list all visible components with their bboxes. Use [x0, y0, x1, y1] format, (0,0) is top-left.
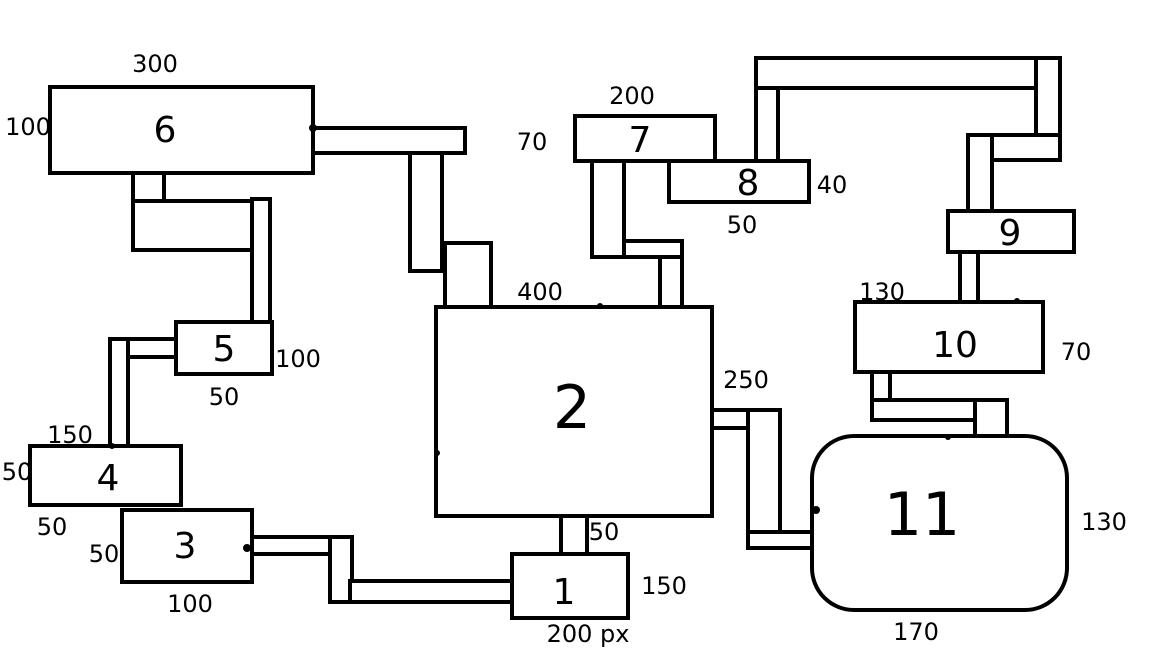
box-4	[28, 444, 183, 507]
dim-b8-width: 50	[727, 211, 758, 239]
box-10-label: 10	[932, 325, 978, 366]
pipe-6-5-stub	[131, 171, 166, 203]
pipe-10-11-drop	[973, 398, 1009, 440]
box-6-label: 6	[154, 110, 177, 151]
box-7-label: 7	[629, 120, 652, 161]
joint-dot	[109, 443, 115, 449]
dim-b6-height: 100	[5, 113, 51, 141]
joint-dot	[1014, 298, 1020, 304]
joint-dot	[597, 303, 603, 309]
dim-b2-right: 250	[723, 366, 769, 394]
boxes	[28, 85, 1076, 620]
pipe-5-4-vertical	[108, 337, 130, 448]
pipe-3-1-vertical	[328, 535, 354, 604]
pipe-9-10-vertical	[958, 250, 980, 304]
dim-b6-width: 300	[132, 50, 178, 78]
box-1-label: 1	[553, 572, 576, 613]
dim-b1-top: 50	[589, 518, 620, 546]
box-4-label: 4	[97, 458, 120, 499]
pipe-3-1-horizontal	[250, 535, 334, 556]
joints	[109, 124, 1020, 552]
dim-b7-width: 200	[609, 82, 655, 110]
dimension-labels: 300 100 200 70 50 40 50 100 150 50 50 50…	[2, 50, 1127, 648]
dim-b2-width: 400	[517, 278, 563, 306]
box-11	[810, 434, 1069, 612]
dim-b11-height: 130	[1081, 508, 1127, 536]
box-3-label: 3	[174, 526, 197, 567]
box-1	[510, 552, 630, 620]
box-8	[667, 159, 811, 204]
dim-b1-width: 200 px	[547, 620, 630, 648]
dim-b4-height: 50	[2, 458, 33, 486]
dim-b1-height: 150	[641, 572, 687, 600]
dim-b5-width: 50	[209, 383, 240, 411]
joint-dot	[812, 506, 820, 514]
dim-b8-height: 40	[817, 171, 848, 199]
pipe-6-5-vertical	[250, 197, 272, 325]
pipe-3-1-bottom	[348, 579, 514, 604]
joint-dot	[434, 450, 440, 456]
dim-b11-width: 170	[893, 618, 939, 646]
pipe-2-11-vertical	[746, 408, 782, 550]
dim-b3-height: 50	[89, 540, 120, 568]
dim-b10-width: 130	[859, 278, 905, 306]
box-9	[946, 209, 1076, 254]
pipe-8-9-top	[754, 56, 1062, 90]
pipe-6-5-horizontal	[131, 199, 255, 252]
box-7	[573, 114, 717, 163]
pipe-1-2-vertical	[559, 514, 589, 556]
box-11-label: 11	[884, 480, 960, 550]
pipe-8-9-drop	[966, 133, 994, 213]
box-5-label: 5	[213, 329, 236, 370]
joint-dot	[309, 124, 317, 132]
pipe-2-7-riser	[590, 159, 626, 259]
box-10	[853, 300, 1045, 374]
dim-b7-height: 70	[517, 128, 548, 156]
pipe-2-11-bottom	[746, 530, 818, 550]
dim-b4-bottom: 50	[37, 513, 68, 541]
box-6	[48, 85, 315, 175]
joint-dot	[243, 544, 251, 552]
dim-b10-height: 70	[1061, 338, 1092, 366]
joint-dot	[945, 434, 951, 440]
pipe-6-2-horizontal	[311, 126, 467, 155]
dim-b3-width: 100	[167, 590, 213, 618]
box-9-label: 9	[999, 213, 1022, 254]
pipe-6-2-vertical	[408, 151, 444, 273]
dim-b4-width: 150	[47, 421, 93, 449]
box-5	[174, 320, 274, 376]
box-2	[434, 305, 714, 518]
box-2-label: 2	[553, 373, 591, 443]
box-8-label: 8	[737, 163, 760, 204]
box-labels: 6 5 4 3 2 1 7 8 9 10 11	[97, 110, 1022, 613]
box-3	[120, 508, 254, 584]
dim-b5-height: 100	[275, 345, 321, 373]
pipe-6-2-inlet	[443, 241, 493, 309]
